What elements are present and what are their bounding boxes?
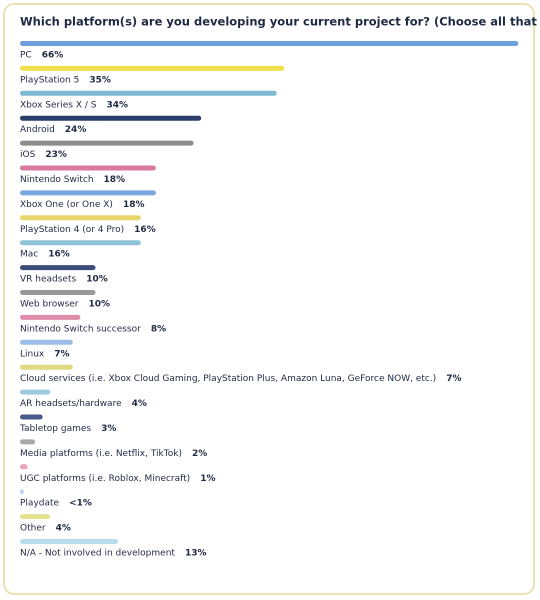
bar <box>20 165 156 171</box>
category-label: Other <box>20 524 46 534</box>
category-label: AR headsets/hardware <box>20 399 122 409</box>
value-label: 24% <box>65 125 87 135</box>
category-label: Nintendo Switch <box>20 175 94 185</box>
category-label: PC <box>20 51 32 61</box>
bar <box>20 115 202 121</box>
category-label: Xbox One (or One X) <box>20 200 113 210</box>
category-label: N/A - Not involved in development <box>20 549 175 559</box>
bar <box>20 414 43 420</box>
category-label: Linux <box>20 349 45 359</box>
value-label: 8% <box>151 324 166 334</box>
value-label: 13% <box>185 549 207 559</box>
bar <box>20 290 96 295</box>
category-label: Nintendo Switch successor <box>20 324 141 334</box>
value-label: <1% <box>69 499 92 509</box>
category-label: Tabletop games <box>19 424 91 434</box>
category-label: Mac <box>20 250 38 260</box>
category-label: iOS <box>20 150 36 160</box>
value-label: 35% <box>89 75 111 85</box>
bar <box>20 215 141 221</box>
value-label: 1% <box>200 474 215 484</box>
bar <box>20 240 141 246</box>
category-label: Media platforms (i.e. Netflix, TikTok) <box>20 449 182 459</box>
value-label: 7% <box>446 374 461 384</box>
bar <box>20 65 285 71</box>
bar <box>20 464 28 470</box>
value-label: 4% <box>56 524 71 534</box>
value-label: 23% <box>45 150 67 160</box>
category-label: VR headsets <box>20 275 76 285</box>
value-label: 34% <box>106 100 128 110</box>
value-label: 4% <box>132 399 147 409</box>
bar <box>20 41 519 46</box>
bar <box>20 314 81 320</box>
category-label: UGC platforms (i.e. Roblox, Minecraft) <box>20 474 190 484</box>
bar <box>20 539 119 544</box>
bar <box>20 90 277 96</box>
value-label: 18% <box>123 200 145 210</box>
bar <box>20 140 194 146</box>
bar <box>20 339 73 345</box>
chart-title: Which platform(s) are you developing you… <box>20 15 540 29</box>
category-label: Android <box>20 125 55 135</box>
bar <box>20 514 51 520</box>
category-label: Cloud services (i.e. Xbox Cloud Gaming, … <box>20 374 436 384</box>
value-label: 10% <box>86 275 108 285</box>
value-label: 7% <box>54 349 69 359</box>
bar <box>20 190 156 196</box>
bar <box>20 439 36 445</box>
value-label: 16% <box>48 250 70 260</box>
bar <box>20 489 24 495</box>
category-label: PlayStation 5 <box>20 75 79 85</box>
frame <box>3 3 535 595</box>
category-label: Playdate <box>20 499 60 509</box>
bar <box>20 265 96 271</box>
value-label: 10% <box>89 300 111 310</box>
value-label: 16% <box>134 225 156 235</box>
bar <box>20 364 73 370</box>
value-label: 66% <box>42 51 64 61</box>
category-label: Xbox Series X / S <box>20 100 97 110</box>
category-label: PlayStation 4 (or 4 Pro) <box>20 225 124 235</box>
value-label: 18% <box>104 175 126 185</box>
category-label: Web browser <box>20 300 79 310</box>
bar <box>20 389 51 395</box>
value-label: 3% <box>101 424 116 434</box>
value-label: 2% <box>192 449 207 459</box>
